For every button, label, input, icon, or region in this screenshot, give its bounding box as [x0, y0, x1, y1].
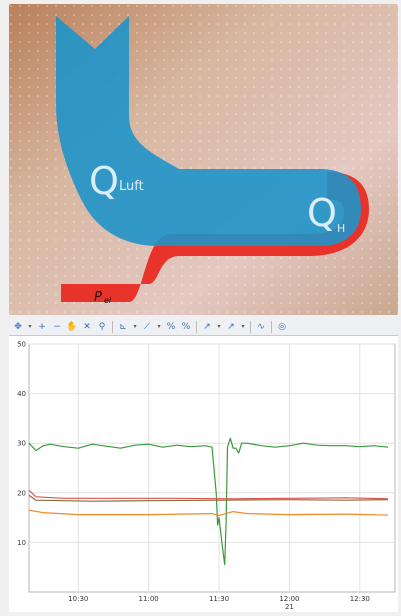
x-tick-label: 10:30: [68, 595, 88, 603]
pointer-icon[interactable]: ↗: [203, 321, 211, 332]
toolbar-divider: [271, 320, 272, 333]
y-tick-label: 40: [17, 390, 26, 398]
x-tick-label: 12:00: [279, 595, 299, 603]
pan-icon[interactable]: ✥: [14, 321, 22, 332]
axis-icon[interactable]: ⊾: [119, 321, 127, 332]
p-el-subscript: el: [104, 296, 112, 305]
series-line-2: [28, 489, 389, 500]
percent-icon[interactable]: %: [166, 321, 176, 332]
chevron-down-icon[interactable]: ▾: [133, 323, 137, 330]
heat-flow-diagram: Q Luft Q H P el: [9, 4, 398, 315]
x-tick-label: 12:30: [350, 595, 370, 603]
y-tick-label: 50: [17, 341, 26, 349]
chevron-down-icon[interactable]: ▾: [157, 323, 161, 330]
y-tick-label: 30: [17, 440, 26, 448]
chevron-down-icon[interactable]: ▾: [28, 323, 32, 330]
series-line-1: [28, 437, 389, 566]
p-el-label: P: [94, 290, 102, 305]
zoom-in-icon[interactable]: +: [38, 321, 46, 332]
curve-icon[interactable]: ∿: [257, 321, 265, 332]
chart-toolbar: ✥ ▾ + − ✋ ✕ ⚲ ⊾ ▾ ⟋ ▾ % % ↗ ▾ ↗ ▾ ∿ ◎: [9, 318, 398, 336]
chevron-down-icon[interactable]: ▾: [217, 323, 221, 330]
q-h-label: Q: [307, 191, 337, 235]
toolbar-divider: [250, 320, 251, 333]
air-heat-flow: [56, 16, 361, 246]
trend-chart[interactable]: 50 40 30 20 10 10:30 11:00 11:30 12:00 12:30 21: [9, 336, 398, 612]
pin-icon[interactable]: ⚲: [98, 321, 106, 332]
q-luft-subscript: Luft: [119, 179, 144, 194]
zoom-out-icon[interactable]: −: [53, 321, 61, 332]
cursor-icon[interactable]: ✕: [83, 321, 91, 332]
q-luft-label: Q: [89, 159, 119, 203]
x-date-label: 21: [285, 603, 294, 611]
percent-alt-icon[interactable]: %: [181, 321, 191, 332]
q-h-subscript: H: [337, 222, 345, 235]
x-tick-label: 11:30: [209, 595, 229, 603]
y-tick-label: 10: [17, 539, 26, 547]
chevron-down-icon[interactable]: ▾: [241, 323, 245, 330]
series-line-4: [28, 509, 389, 517]
plot-area: [28, 343, 396, 593]
pointer-alt-icon[interactable]: ↗: [227, 321, 235, 332]
toolbar-divider: [196, 320, 197, 333]
y-tick-label: 20: [17, 489, 26, 497]
toolbar-divider: [112, 320, 113, 333]
hand-icon[interactable]: ✋: [66, 321, 78, 332]
series-line-3: [28, 494, 389, 502]
eye-icon[interactable]: ◎: [278, 321, 286, 332]
x-tick-label: 11:00: [139, 595, 159, 603]
line-icon[interactable]: ⟋: [143, 321, 151, 332]
